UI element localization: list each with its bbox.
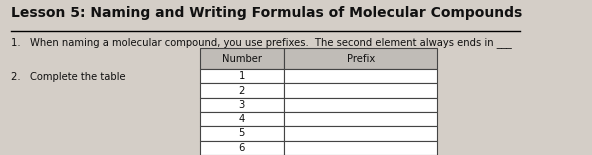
Text: Prefix: Prefix <box>347 54 375 64</box>
Text: 5: 5 <box>239 128 245 138</box>
Text: 4: 4 <box>239 114 245 124</box>
FancyBboxPatch shape <box>284 49 437 69</box>
Text: Number: Number <box>222 54 262 64</box>
FancyBboxPatch shape <box>284 98 437 112</box>
FancyBboxPatch shape <box>284 83 437 98</box>
FancyBboxPatch shape <box>200 49 284 69</box>
Text: 2.   Complete the table: 2. Complete the table <box>11 72 126 82</box>
FancyBboxPatch shape <box>284 69 437 83</box>
FancyBboxPatch shape <box>200 98 284 112</box>
Text: 2: 2 <box>239 86 245 95</box>
FancyBboxPatch shape <box>200 83 284 98</box>
Text: 3: 3 <box>239 100 245 110</box>
FancyBboxPatch shape <box>200 69 284 83</box>
FancyBboxPatch shape <box>284 126 437 140</box>
FancyBboxPatch shape <box>284 140 437 155</box>
Text: 6: 6 <box>239 143 245 153</box>
Text: Lesson 5: Naming and Writing Formulas of Molecular Compounds: Lesson 5: Naming and Writing Formulas of… <box>11 6 522 20</box>
FancyBboxPatch shape <box>200 112 284 126</box>
Text: 1.   When naming a molecular compound, you use prefixes.  The second element alw: 1. When naming a molecular compound, you… <box>11 37 511 48</box>
FancyBboxPatch shape <box>200 126 284 140</box>
FancyBboxPatch shape <box>200 140 284 155</box>
FancyBboxPatch shape <box>284 112 437 126</box>
Text: 1: 1 <box>239 71 245 81</box>
